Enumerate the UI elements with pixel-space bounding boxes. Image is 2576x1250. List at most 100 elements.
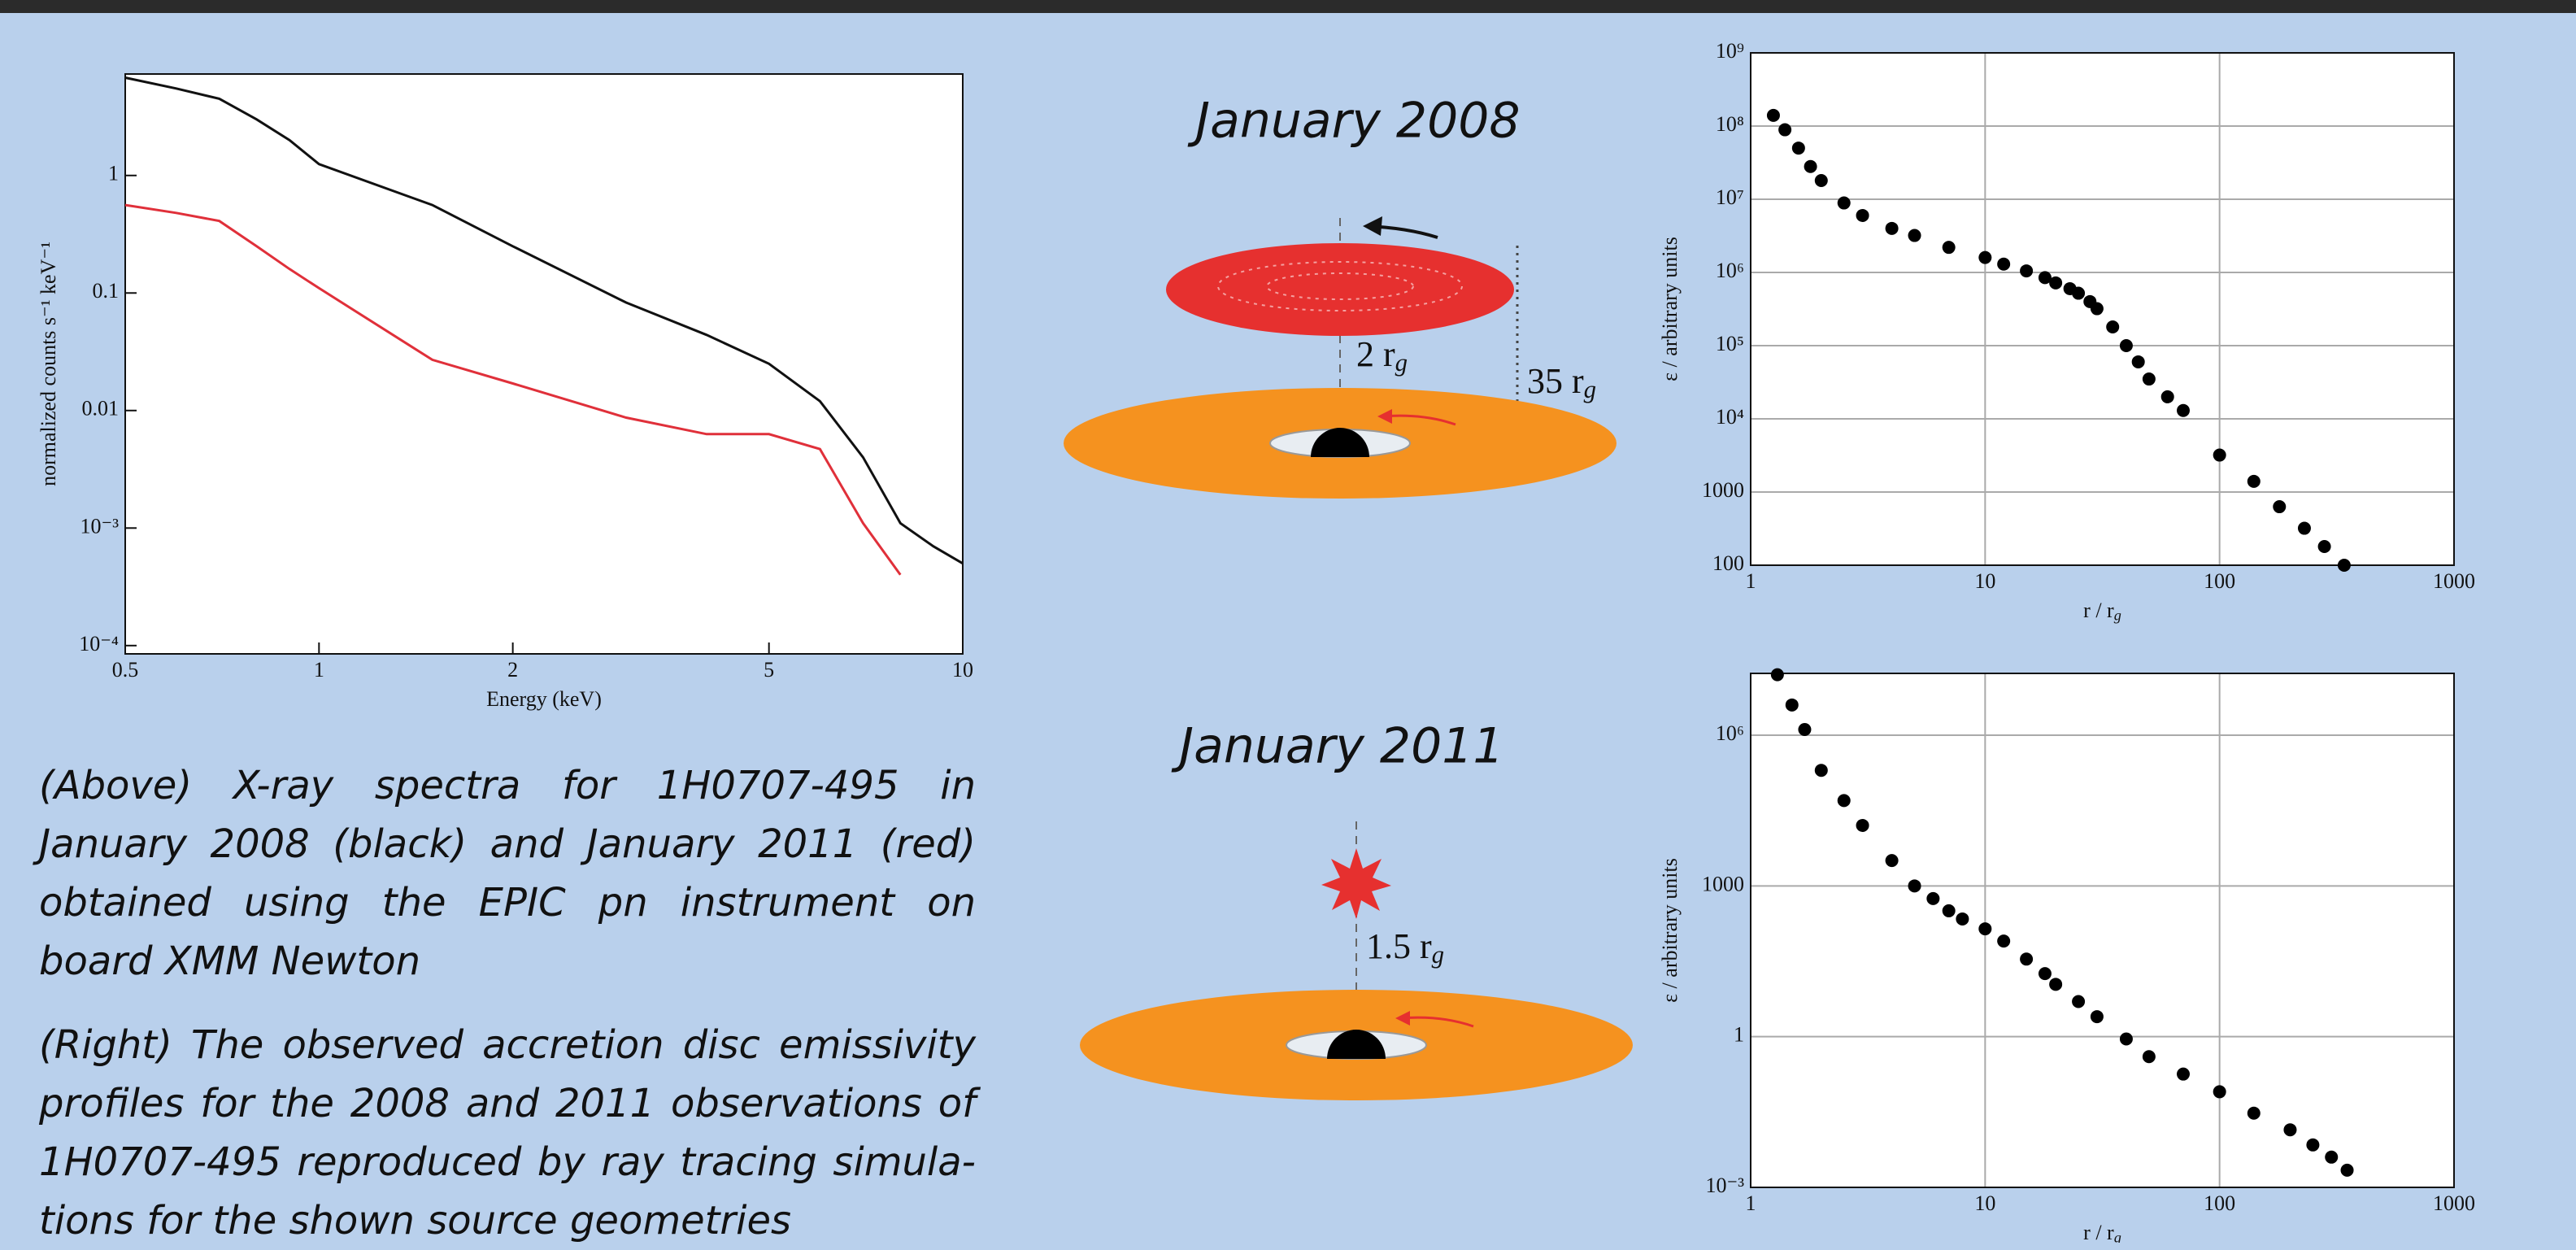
y-axis-label: ε / arbitrary units bbox=[1658, 237, 1682, 381]
data-point bbox=[2049, 978, 2063, 991]
top-bar bbox=[0, 0, 2576, 13]
data-point bbox=[2131, 355, 2145, 368]
y-tick-label: 10⁵ bbox=[1716, 332, 1744, 355]
data-point bbox=[2049, 276, 2063, 290]
data-point bbox=[2142, 1050, 2156, 1064]
data-point bbox=[2337, 559, 2351, 572]
data-point bbox=[2247, 474, 2261, 488]
data-point bbox=[2038, 967, 2052, 981]
caption: (Above) X-ray spectra for 1H0707-495 in … bbox=[39, 763, 976, 984]
height-label: 2 rg bbox=[1356, 334, 1408, 377]
data-point bbox=[1997, 934, 2011, 948]
x-tick-label: 1000 bbox=[2433, 1191, 2475, 1215]
x-tick-label: 10 bbox=[1974, 569, 1995, 593]
spectrum-line bbox=[124, 203, 902, 576]
data-point bbox=[2090, 1010, 2104, 1024]
data-point bbox=[1804, 159, 1817, 173]
x-tick-label: 100 bbox=[2204, 1191, 2235, 1215]
x-tick-label: 10 bbox=[1974, 1191, 1995, 1215]
data-point bbox=[1997, 257, 2011, 271]
y-tick-label: 10⁻³ bbox=[1705, 1174, 1744, 1197]
y-tick-label: 100 bbox=[1712, 551, 1744, 575]
data-point bbox=[1798, 722, 1812, 736]
plot-frame bbox=[1750, 673, 2455, 1188]
data-point bbox=[2283, 1123, 2297, 1137]
y-tick-label: 1000 bbox=[1702, 872, 1744, 895]
data-point bbox=[1926, 891, 1940, 905]
x-tick-label: 1000 bbox=[2433, 569, 2475, 593]
y-tick-label: 1 bbox=[108, 162, 119, 185]
plot-area bbox=[125, 74, 963, 654]
diagram-title: January 2008 bbox=[1187, 93, 1520, 150]
plot-frame bbox=[1750, 52, 2455, 566]
data-point bbox=[2177, 1067, 2191, 1081]
y-tick-label: 10⁸ bbox=[1716, 112, 1744, 136]
data-point bbox=[1908, 229, 1921, 242]
data-point bbox=[2072, 995, 2086, 1008]
x-tick-label: 1 bbox=[1746, 569, 1756, 593]
data-point bbox=[2213, 1085, 2226, 1099]
data-point bbox=[1856, 208, 1869, 222]
data-point bbox=[2247, 1106, 2261, 1120]
y-tick-label: 0.01 bbox=[82, 397, 120, 420]
data-point bbox=[1814, 764, 1828, 777]
data-point bbox=[1856, 818, 1869, 832]
data-point bbox=[1837, 794, 1851, 808]
data-point bbox=[2119, 1032, 2133, 1046]
data-point bbox=[2072, 286, 2086, 300]
y-axis-label: ε / arbitrary units bbox=[1658, 858, 1682, 1003]
data-point bbox=[2106, 320, 2120, 334]
x-tick-label: 10 bbox=[952, 658, 973, 682]
diagram-title: January 2011 bbox=[1171, 718, 1503, 775]
y-tick-label: 10⁻⁴ bbox=[79, 632, 119, 655]
data-point bbox=[1814, 174, 1828, 188]
data-point bbox=[2119, 339, 2133, 352]
plot-area bbox=[1751, 673, 2454, 1187]
x-tick-label: 2 bbox=[507, 658, 518, 682]
data-point bbox=[2325, 1150, 2339, 1164]
x-tick-label: 0.5 bbox=[112, 658, 139, 682]
y-tick-label: 10⁴ bbox=[1716, 405, 1744, 429]
data-point bbox=[1942, 241, 1956, 255]
y-tick-label: 10⁻³ bbox=[80, 514, 119, 538]
data-point bbox=[1785, 698, 1799, 712]
data-point bbox=[2340, 1163, 2354, 1177]
y-tick-label: 10⁶ bbox=[1716, 721, 1744, 745]
y-tick-label: 10⁹ bbox=[1716, 39, 1744, 63]
diagram-2011: January 2011 1.5 rg bbox=[1080, 718, 1633, 1100]
data-point bbox=[1978, 250, 1992, 264]
caption: (Right) The observed accretion disc emis… bbox=[39, 1022, 976, 1243]
data-point bbox=[2297, 521, 2311, 535]
data-point bbox=[2020, 264, 2034, 278]
x-tick-label: 5 bbox=[764, 658, 774, 682]
diagram-2008: January 2008 2 rg 35 rg bbox=[1064, 93, 1617, 499]
y-tick-label: 10⁶ bbox=[1716, 259, 1744, 282]
data-point bbox=[1770, 668, 1784, 682]
data-point bbox=[1837, 196, 1851, 210]
data-point bbox=[2177, 403, 2191, 417]
y-tick-label: 1000 bbox=[1702, 478, 1744, 502]
data-point bbox=[1885, 221, 1899, 235]
x-axis-label: r / rg bbox=[2083, 599, 2121, 624]
data-point bbox=[1942, 904, 1956, 917]
x-tick-label: 1 bbox=[314, 658, 324, 682]
spectrum-line bbox=[124, 76, 964, 565]
x-axis-label: Energy (keV) bbox=[486, 687, 602, 711]
data-point bbox=[2160, 390, 2174, 403]
y-tick-label: 0.1 bbox=[93, 279, 120, 303]
x-tick-label: 100 bbox=[2204, 569, 2235, 593]
data-point bbox=[1778, 123, 1792, 137]
y-tick-label: 1 bbox=[1734, 1023, 1744, 1047]
data-point bbox=[2038, 271, 2052, 285]
data-point bbox=[1978, 922, 1992, 936]
data-point bbox=[2306, 1138, 2320, 1152]
radius-label: 35 rg bbox=[1527, 361, 1596, 403]
data-point bbox=[1791, 142, 1805, 155]
data-point bbox=[1766, 108, 1780, 122]
y-tick-label: 10⁷ bbox=[1716, 185, 1744, 209]
data-point bbox=[2213, 448, 2226, 462]
data-point bbox=[1908, 879, 1921, 893]
data-point bbox=[2273, 500, 2287, 514]
